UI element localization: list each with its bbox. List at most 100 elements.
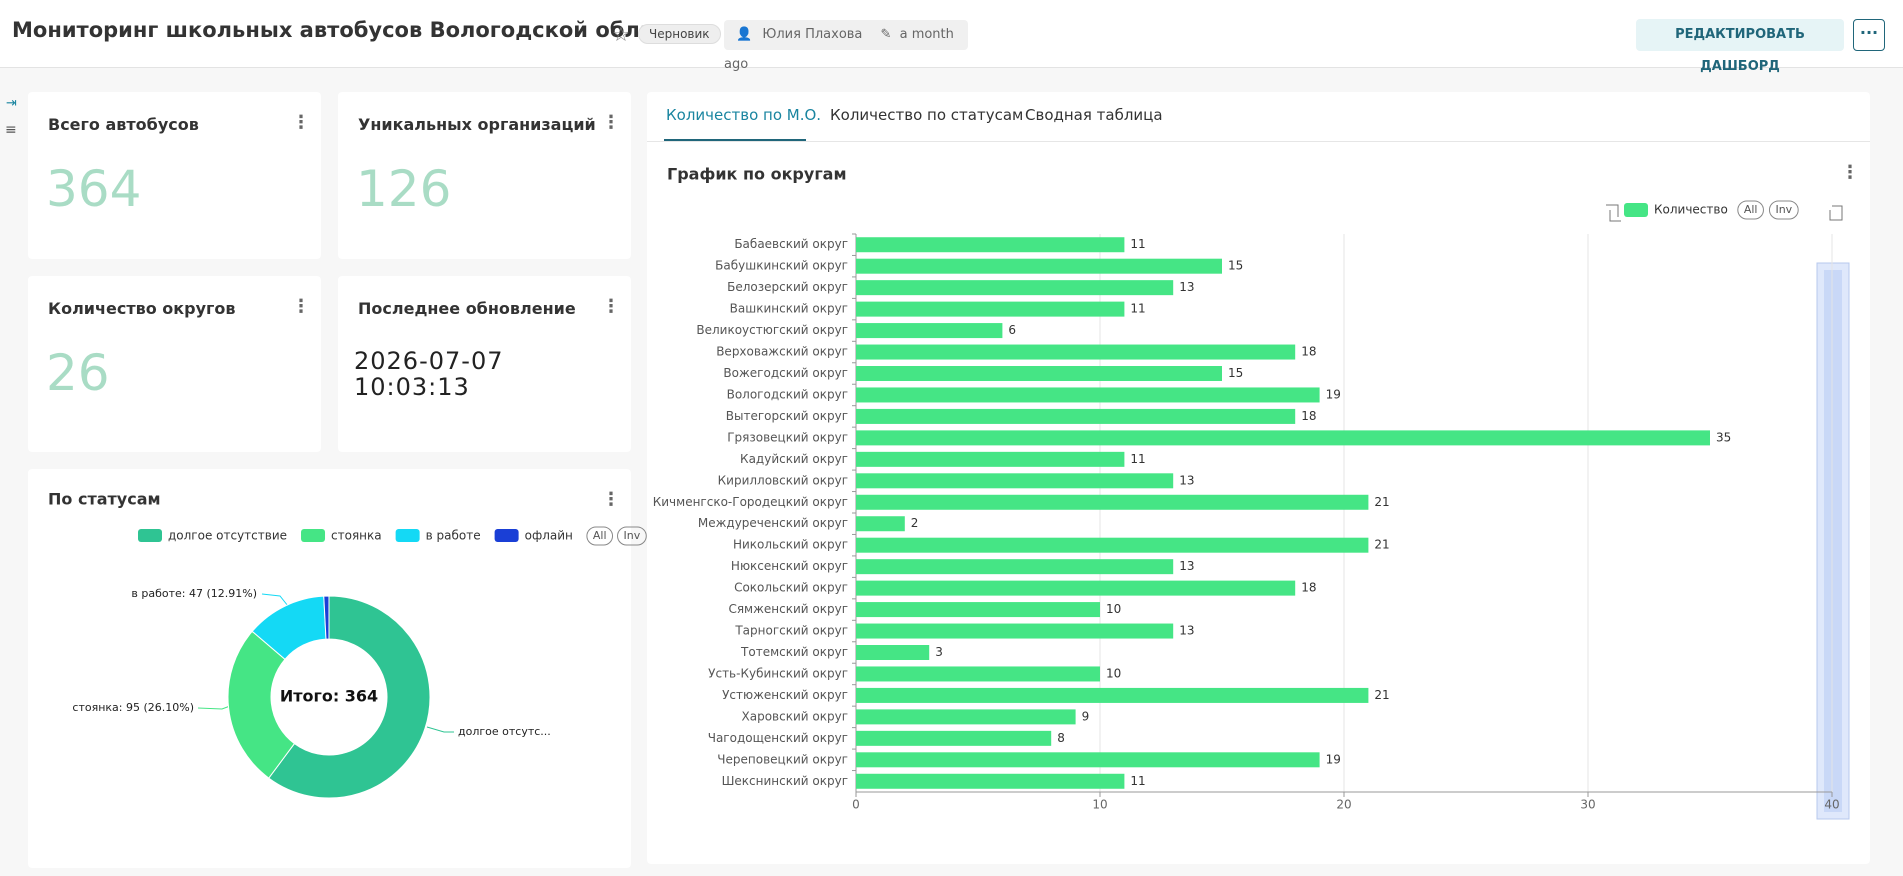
bar (856, 451, 1125, 467)
tab-underline (664, 139, 806, 141)
tab[interactable]: Количество по М.О. (666, 106, 822, 124)
zoom-icon[interactable] (1606, 204, 1621, 222)
slice-label: в работе: 47 (12.91%) (131, 587, 257, 600)
card-menu[interactable]: ⋮ (292, 112, 310, 133)
card: Количество округов ⋮ 26 (28, 276, 321, 452)
card-title: Количество округов (48, 299, 236, 318)
owner-icon: 👤 (736, 27, 753, 42)
legend-label[interactable]: в работе (426, 529, 481, 543)
bar (856, 344, 1296, 360)
favorite-star[interactable]: ☆ (612, 22, 630, 46)
bar (856, 494, 1369, 510)
modified-time: a month ago (724, 27, 954, 72)
bar-value-label: 10 (1106, 666, 1121, 680)
bar-value-label: 11 (1130, 774, 1145, 788)
y-tick-label: Кичменгско-Городецкий округ (653, 495, 848, 509)
bar-value-label: 15 (1228, 259, 1243, 273)
pie-slice (227, 630, 296, 779)
leader-line (197, 705, 231, 710)
bar (856, 602, 1100, 618)
card: Уникальных организаций ⋮ 126 (338, 92, 631, 259)
bar (856, 387, 1320, 403)
bar (856, 730, 1052, 746)
bar (856, 473, 1174, 489)
chart-panel: ⋮ (647, 92, 1870, 864)
legend-label[interactable]: долгое отсутствие (168, 529, 287, 543)
x-tick-label: 0 (852, 798, 860, 812)
x-tick-label: 40 (1824, 798, 1839, 812)
card: Последнее обновление ⋮ 2026-07-07 10:03:… (338, 276, 631, 452)
data-zoom-window[interactable] (1824, 270, 1842, 812)
card-value: 2026-07-07 10:03:13 (354, 347, 504, 401)
pie-slice (323, 595, 330, 640)
card-menu[interactable]: ⋮ (602, 489, 620, 510)
bar (856, 645, 930, 660)
y-tick-label: Устюженский округ (722, 688, 848, 702)
card-menu[interactable]: ⋮ (292, 296, 310, 317)
y-tick-label: Грязовецкий округ (727, 430, 848, 444)
bar-value-label: 15 (1228, 366, 1243, 380)
bar-value-label: 13 (1179, 473, 1194, 487)
chart-menu[interactable]: ⋮ (1841, 162, 1859, 183)
x-tick-label: 30 (1580, 798, 1595, 812)
card-menu[interactable]: ⋮ (602, 112, 620, 133)
y-tick-label: Вытегорский округ (726, 409, 848, 423)
legend-swatch[interactable] (1624, 203, 1648, 217)
bar (856, 709, 1076, 725)
bar (856, 237, 1125, 253)
legend-button-border[interactable] (617, 526, 647, 546)
y-tick-label: Бабаевский округ (734, 237, 848, 251)
legend-button[interactable]: Inv (1775, 203, 1792, 216)
legend-button-border[interactable] (1737, 200, 1764, 220)
legend-swatch[interactable] (494, 529, 519, 542)
legend-button[interactable]: All (1744, 203, 1758, 216)
legend-button-border[interactable] (1768, 200, 1799, 220)
bar (856, 623, 1174, 639)
more-button[interactable]: ··· (1853, 19, 1885, 51)
y-tick-label: Сокольский округ (734, 581, 848, 595)
legend-label[interactable]: офлайн (525, 529, 573, 543)
legend-swatch[interactable] (395, 529, 420, 542)
bar (856, 366, 1222, 381)
bar-value-label: 19 (1326, 752, 1341, 766)
legend-label[interactable]: Количество (1654, 203, 1728, 217)
y-tick-label: Верховажский округ (716, 345, 848, 359)
card: Всего автобусов ⋮ 364 (28, 92, 321, 259)
legend-button-border[interactable] (586, 526, 614, 546)
bar-value-label: 35 (1716, 430, 1731, 444)
leader-line (261, 593, 289, 607)
y-tick-label: Никольский округ (733, 538, 848, 552)
bar (856, 323, 1003, 339)
x-tick-label: 10 (1092, 798, 1107, 812)
legend-label[interactable]: стоянка (331, 529, 382, 543)
bar-value-label: 19 (1326, 387, 1341, 401)
bar-value-label: 13 (1179, 280, 1194, 294)
y-tick-label: Кадуйский округ (740, 452, 848, 466)
tab[interactable]: Сводная таблица (1025, 106, 1163, 124)
pie-card: ⋮ (28, 469, 631, 868)
legend-button[interactable]: All (593, 529, 607, 542)
expand-icon[interactable]: ⇥ (6, 96, 17, 111)
legend-swatch[interactable] (301, 529, 326, 542)
card-menu[interactable]: ⋮ (602, 296, 620, 317)
y-tick-label: Вожегодский округ (723, 366, 848, 380)
chart-title: По статусам (48, 490, 161, 509)
owner-name: Юлия Плахова (762, 27, 863, 42)
x-tick-label: 20 (1336, 798, 1351, 812)
y-tick-label: Усть-Кубинский округ (708, 666, 848, 680)
bar (856, 301, 1125, 317)
bar (856, 752, 1320, 768)
filter-icon[interactable]: ≡ (5, 122, 17, 138)
edit-button[interactable]: РЕДАКТИРОВАТЬ ДАШБОРД (1636, 19, 1844, 74)
owner-info: 👤 Юлия Плахова ✎ a month ago (724, 20, 968, 72)
bar-value-label: 13 (1179, 624, 1194, 638)
bar (856, 430, 1710, 446)
bar-value-label: 11 (1130, 452, 1145, 466)
tab[interactable]: Количество по статусам (830, 106, 1024, 124)
legend-button[interactable]: Inv (624, 529, 641, 542)
reset-icon[interactable] (1829, 205, 1843, 221)
slice-label: стоянка: 95 (26.10%) (72, 701, 194, 714)
legend-swatch[interactable] (138, 529, 162, 542)
bar-value-label: 2 (911, 516, 919, 530)
bar-value-label: 13 (1179, 559, 1194, 573)
